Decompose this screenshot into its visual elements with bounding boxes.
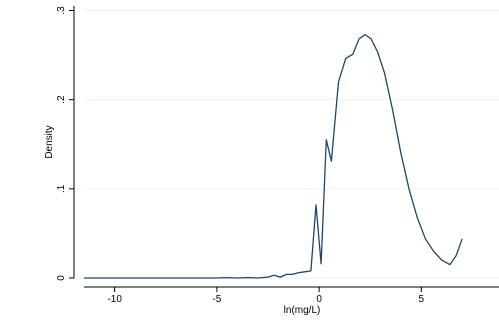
- y-tick-label: .3: [56, 6, 67, 15]
- y-tick-label: .1: [56, 184, 67, 193]
- y-axis-title: Density: [44, 125, 55, 158]
- x-tick-label: -5: [212, 294, 221, 305]
- y-tick-label: .2: [56, 95, 67, 104]
- x-tick-label: 0: [316, 294, 322, 305]
- x-tick-label: 5: [419, 294, 425, 305]
- y-tick-label: 0: [56, 275, 67, 281]
- gridlines: [84, 10, 499, 279]
- x-tick-label: -10: [107, 294, 122, 305]
- x-ticks: -10 -5 0 5: [107, 287, 425, 305]
- y-ticks: 0 .1 .2 .3: [56, 6, 74, 281]
- x-axis-title: ln(mg/L): [284, 305, 321, 316]
- density-line: [84, 33, 463, 279]
